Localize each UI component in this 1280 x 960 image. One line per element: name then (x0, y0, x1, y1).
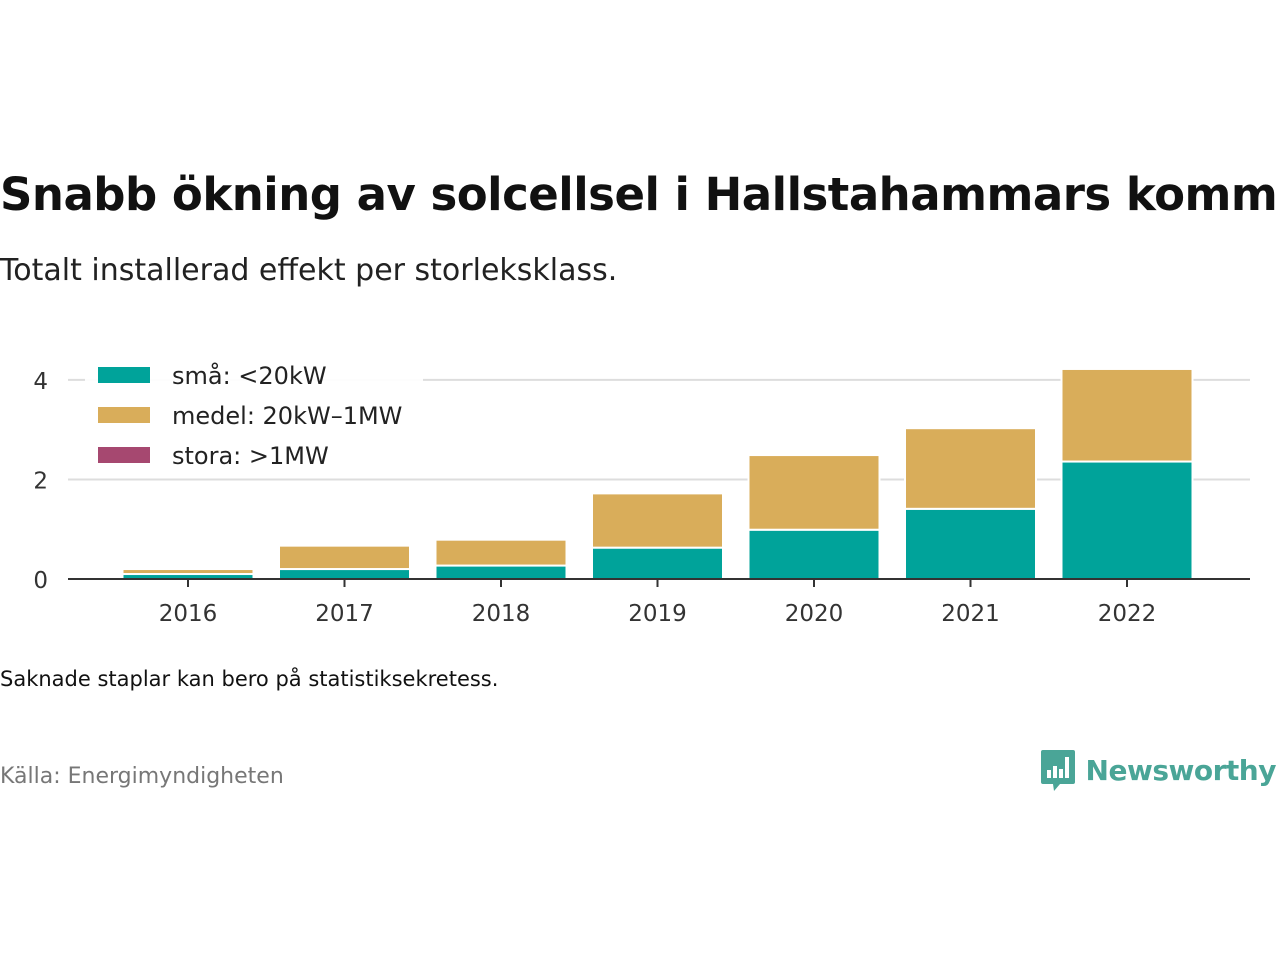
x-tick-label: 2020 (785, 601, 844, 627)
x-tick-label: 2018 (472, 601, 531, 627)
bar-segment (1060, 460, 1194, 580)
chart-title: Snabb ökning av solcellsel i Hallstahamm… (0, 168, 1280, 221)
x-tick-label: 2021 (941, 601, 1000, 627)
bar-segment (278, 544, 411, 571)
brand-logo: Newsworthy (1040, 748, 1277, 792)
bar-segment (904, 507, 1037, 580)
y-tick-label: 2 (33, 468, 48, 494)
bar-chart-speech-bubble-icon (1040, 750, 1075, 791)
legend-label: medel: 20kW–1MW (172, 402, 402, 430)
bar-segment (747, 454, 881, 531)
bar-segment (434, 538, 568, 567)
legend-swatch (98, 407, 150, 423)
bar-segment (904, 427, 1037, 510)
chart-subtitle: Totalt installerad effekt per storlekskl… (0, 253, 618, 288)
x-tick-label: 2017 (315, 601, 374, 627)
bar-segment (434, 564, 568, 581)
footnote: Saknade staplar kan bero på statistiksek… (0, 667, 499, 691)
bar-segment (278, 568, 411, 581)
x-tick-label: 2019 (628, 601, 687, 627)
bar-segment (121, 568, 255, 576)
stacked-bar-chart: 0 2 4 2016 2017 2018 2019 2020 2021 2022 små: <20k… (33, 352, 1250, 627)
bar-segment (591, 546, 724, 581)
y-tick-label: 4 (33, 369, 48, 395)
bar-segment (1060, 367, 1194, 463)
legend-swatch (98, 447, 150, 463)
y-tick-label: 0 (33, 568, 48, 594)
bar-segment (591, 492, 724, 549)
legend-label: stora: >1MW (172, 442, 329, 470)
x-tick-label: 2016 (159, 601, 218, 627)
brand-name: Newsworthy (1085, 753, 1277, 787)
x-tick-label: 2022 (1098, 601, 1157, 627)
source-text: Källa: Energimyndigheten (0, 764, 284, 789)
bar-segment (747, 528, 881, 581)
legend-label: små: <20kW (172, 361, 327, 390)
legend-swatch (98, 367, 150, 383)
